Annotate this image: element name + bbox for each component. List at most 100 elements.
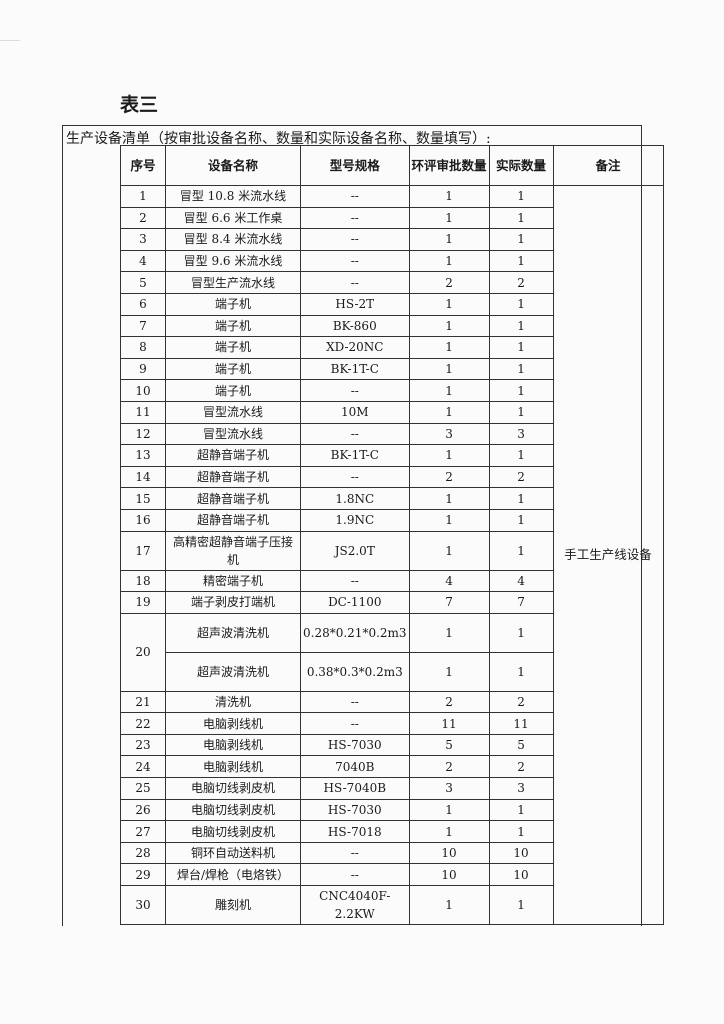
cell-name: 铜环自动送料机: [165, 841, 301, 865]
cell-seq: 26: [120, 798, 166, 822]
cell-seq: 9: [120, 357, 166, 381]
cell-model: --: [300, 206, 410, 230]
header-seq: 序号: [120, 145, 166, 186]
cell-seq: 13: [120, 444, 166, 467]
cell-name: 端子机: [165, 314, 301, 338]
cell-name: 焊台/焊枪（电烙铁）: [165, 863, 301, 887]
cell-actual: 1: [488, 798, 554, 822]
table-row: 19 端子剥皮打端机 DC-1100 7 7: [120, 591, 664, 614]
table-row: 3 冒型 8.4 米流水线 -- 1 1: [120, 228, 664, 251]
cell-actual: 1: [488, 357, 554, 381]
cell-seq: 10: [120, 379, 166, 402]
cell-actual: 1: [488, 530, 554, 571]
cell-approved: 2: [408, 465, 490, 489]
header-model: 型号规格: [300, 145, 410, 186]
cell-approved: 7: [408, 591, 490, 614]
cell-name: 超声波清洗机: [165, 612, 301, 653]
cell-approved: 5: [408, 733, 490, 757]
table-row: 29 焊台/焊枪（电烙铁） -- 10 10: [120, 863, 664, 887]
cell-seq: 24: [120, 755, 166, 779]
cell-seq: 11: [120, 400, 166, 424]
cell-actual: 1: [488, 487, 554, 510]
cell-name: 雕刻机: [165, 885, 301, 926]
cell-actual: 1: [488, 444, 554, 467]
header-remark: 备注: [552, 145, 664, 186]
cell-name: 超声波清洗机: [165, 651, 301, 692]
table-row: 17 高精密超静音端子压接机 JS2.0T 1 1: [120, 530, 664, 571]
cell-approved: 1: [408, 400, 490, 424]
cell-approved: 2: [408, 690, 490, 714]
cell-name: 端子机: [165, 379, 301, 402]
cell-seq: 6: [120, 292, 166, 316]
cell-actual: 3: [488, 777, 554, 800]
cell-seq: 8: [120, 336, 166, 359]
cell-model: BK-860: [300, 314, 410, 338]
cell-name: 冒型流水线: [165, 400, 301, 424]
cell-name: 冒型生产流水线: [165, 271, 301, 294]
cell-seq: 21: [120, 690, 166, 714]
table-caption: 生产设备清单（按审批设备名称、数量和实际设备名称、数量填写）:: [66, 131, 491, 147]
table-row: 27 电脑切线剥皮机 HS-7018 1 1: [120, 820, 664, 843]
cell-seq: 4: [120, 249, 166, 273]
cell-actual: 11: [488, 712, 554, 735]
cell-seq: 19: [120, 591, 166, 614]
table-row: 8 端子机 XD-20NC 1 1: [120, 336, 664, 359]
cell-name: 精密端子机: [165, 569, 301, 593]
cell-name: 超静音端子机: [165, 508, 301, 532]
table-row: 21 清洗机 -- 2 2: [120, 690, 664, 714]
cell-actual: 1: [488, 206, 554, 230]
cell-name: 电脑剥线机: [165, 755, 301, 779]
cell-name: 电脑剥线机: [165, 733, 301, 757]
cell-model: 10M: [300, 400, 410, 424]
cell-name: 超静音端子机: [165, 444, 301, 467]
cell-approved: 10: [408, 863, 490, 887]
table-row: 25 电脑切线剥皮机 HS-7040B 3 3: [120, 777, 664, 800]
cell-name: 电脑剥线机: [165, 712, 301, 735]
table-row: 11 冒型流水线 10M 1 1: [120, 400, 664, 424]
cell-actual: 3: [488, 422, 554, 446]
cell-actual: 10: [488, 863, 554, 887]
cell-seq: 5: [120, 271, 166, 294]
cell-seq: 16: [120, 508, 166, 532]
cell-actual: 1: [488, 651, 554, 692]
cell-model: --: [300, 379, 410, 402]
cell-name: 端子机: [165, 292, 301, 316]
cell-model: HS-7018: [300, 820, 410, 843]
cell-actual: 1: [488, 228, 554, 251]
cell-actual: 1: [488, 612, 554, 653]
cell-name: 电脑切线剥皮机: [165, 798, 301, 822]
cell-approved: 4: [408, 569, 490, 593]
cell-actual: 4: [488, 569, 554, 593]
header-approved: 环评审批数量: [408, 145, 490, 186]
table-row: 2 冒型 6.6 米工作桌 -- 1 1: [120, 206, 664, 230]
cell-name: 超静音端子机: [165, 465, 301, 489]
cell-model: --: [300, 185, 410, 208]
table-row: 28 铜环自动送料机 -- 10 10: [120, 841, 664, 865]
cell-model: HS-7030: [300, 798, 410, 822]
cell-approved: 1: [408, 292, 490, 316]
cell-approved: 1: [408, 798, 490, 822]
cell-seq: 30: [120, 885, 166, 926]
cell-approved: 1: [408, 885, 490, 926]
cell-name: 电脑切线剥皮机: [165, 777, 301, 800]
table-row: 4 冒型 9.6 米流水线 -- 1 1: [120, 249, 664, 273]
cell-name: 端子机: [165, 357, 301, 381]
table-row: 15 超静音端子机 1.8NC 1 1: [120, 487, 664, 510]
cell-model: BK-1T-C: [300, 357, 410, 381]
cell-approved: 2: [408, 271, 490, 294]
cell-seq: 28: [120, 841, 166, 865]
cell-approved: 1: [408, 612, 490, 653]
cell-actual: 7: [488, 591, 554, 614]
cell-name: 冒型 9.6 米流水线: [165, 249, 301, 273]
cell-model: 1.9NC: [300, 508, 410, 532]
cell-approved: 1: [408, 206, 490, 230]
table-row: 9 端子机 BK-1T-C 1 1: [120, 357, 664, 381]
cell-approved: 1: [408, 530, 490, 571]
cell-model: HS-2T: [300, 292, 410, 316]
cell-actual: 2: [488, 690, 554, 714]
cell-name: 冒型 10.8 米流水线: [165, 185, 301, 208]
cell-approved: 1: [408, 379, 490, 402]
cell-actual: 1: [488, 292, 554, 316]
cell-model: HS-7040B: [300, 777, 410, 800]
cell-model: XD-20NC: [300, 336, 410, 359]
